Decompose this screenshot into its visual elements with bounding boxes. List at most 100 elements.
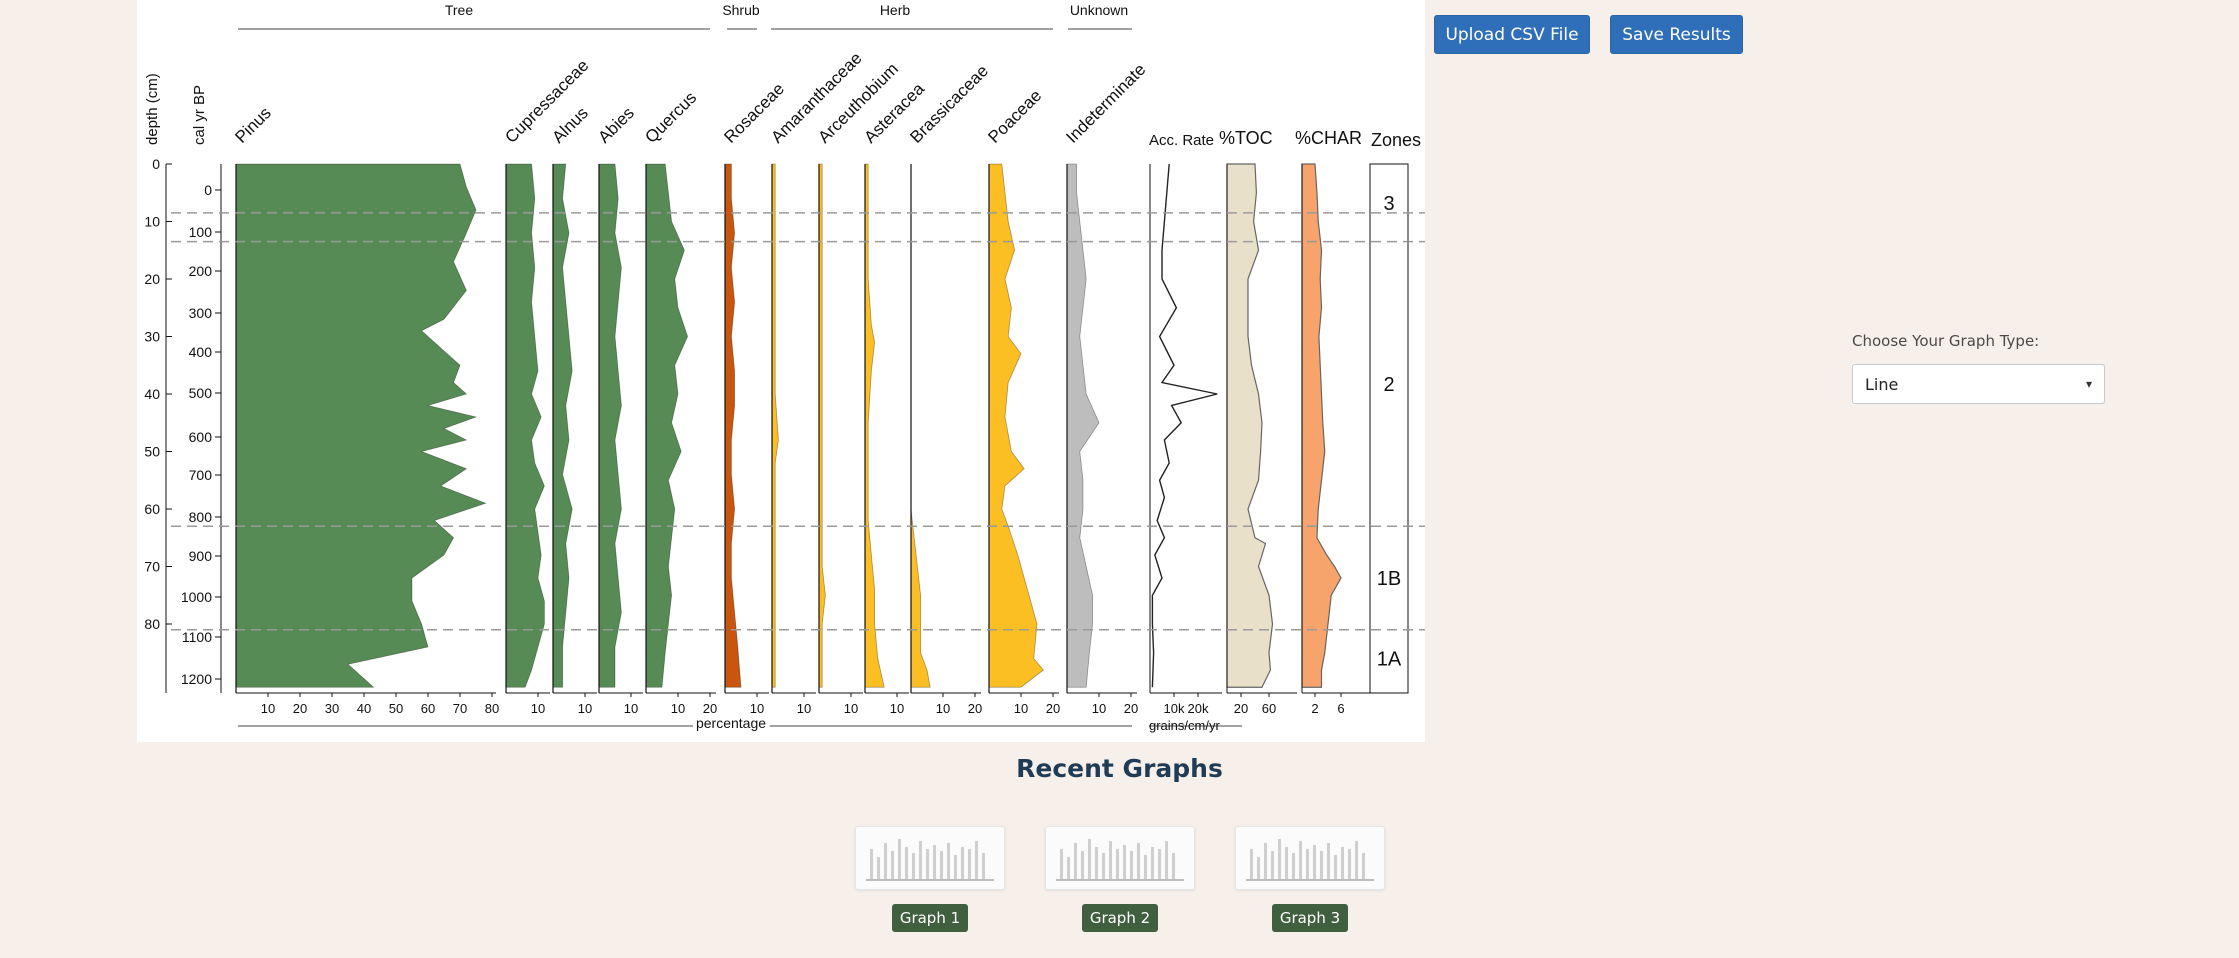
- depth-axis-tick-label: 70: [144, 559, 160, 575]
- thumbnail-bar: [1130, 851, 1133, 879]
- zones-column: [1369, 163, 1409, 694]
- thumbnail-bar: [1341, 847, 1344, 879]
- toc-label: %TOC: [1219, 128, 1273, 148]
- thumbnail-bar: [940, 851, 943, 879]
- recent-graph-card[interactable]: Graph 1: [855, 826, 1005, 932]
- graph-thumbnail[interactable]: [855, 826, 1005, 890]
- depth-axis-label: depth (cm): [144, 73, 161, 145]
- thumbnail-bar: [891, 851, 894, 879]
- thumbnail-chart-icon: [1246, 839, 1374, 881]
- depth-axis-tick-label: 40: [144, 386, 160, 402]
- char-area: [1301, 163, 1342, 688]
- thumbnail-bar: [1362, 853, 1365, 879]
- pollen-diagram-panel: Tree Shrub Herb Unknown depth (cm) 0 10 20 30 40 5…: [137, 0, 1425, 742]
- thumbnail-bar: [1306, 849, 1309, 879]
- thumbnail-bar: [884, 843, 887, 879]
- taxon-x-tick-label: 10: [1092, 701, 1106, 716]
- age-axis-tick-label: 400: [189, 344, 213, 360]
- thumbnail-bar: [1313, 845, 1316, 879]
- char-tick-label: 6: [1337, 701, 1344, 716]
- taxon-x-tick-label: 10: [844, 701, 858, 716]
- save-results-button[interactable]: Save Results: [1610, 15, 1743, 54]
- thumbnail-chart-icon: [1056, 839, 1184, 881]
- taxon-label-brassicaceae: Brassicaceae: [906, 61, 992, 147]
- thumbnail-bar: [1067, 857, 1070, 879]
- thumbnail-bar: [975, 841, 978, 879]
- taxon-area-indeterminate: [1066, 163, 1100, 688]
- percentage-axis-label: percentage: [696, 715, 766, 731]
- thumbnail-bar: [933, 845, 936, 879]
- zone-label-2: 2: [1383, 374, 1394, 396]
- thumbnail-bar: [877, 857, 880, 879]
- group-header-shrub: Shrub: [722, 2, 760, 18]
- thumbnail-bar: [1116, 849, 1119, 879]
- thumbnail-bar: [1088, 839, 1091, 879]
- taxon-x-tick-label: 10: [671, 701, 685, 716]
- taxon-area-pinus: [235, 163, 487, 688]
- upload-csv-button[interactable]: Upload CSV File: [1434, 15, 1590, 54]
- taxon-label-poaceae: Poaceae: [984, 86, 1045, 147]
- taxon-x-tick-label: 10: [578, 701, 592, 716]
- taxon-area-brassicaceae: [910, 164, 931, 688]
- age-axis-tick-label: 700: [189, 467, 213, 483]
- taxon-x-tick-label: 10: [936, 701, 950, 716]
- taxon-x-tick-label: 50: [389, 701, 403, 716]
- age-axis-tick-label: 1100: [182, 629, 212, 645]
- thumbnail-bar: [1158, 849, 1161, 879]
- thumbnail-bar: [954, 855, 957, 879]
- acc-rate-label: Acc. Rate: [1149, 132, 1214, 149]
- toc-area: [1226, 163, 1274, 688]
- age-axis-label: cal yr BP: [191, 85, 208, 145]
- graph-label[interactable]: Graph 2: [1082, 904, 1158, 932]
- graph-thumbnail[interactable]: [1045, 826, 1195, 890]
- taxon-x-tick-label: 70: [453, 701, 467, 716]
- acc-rate-tick-label: 10k: [1164, 701, 1185, 716]
- age-axis-tick-label: 1200: [181, 671, 212, 687]
- thumbnail-bar: [1102, 853, 1105, 879]
- thumbnail-bar: [870, 849, 873, 879]
- acc-rate-line: [1151, 163, 1218, 688]
- age-axis-tick-label: 300: [189, 305, 213, 321]
- age-axis-tick-label: 800: [189, 509, 213, 525]
- thumbnail-bar: [947, 843, 950, 879]
- age-axis-tick-label: 100: [189, 224, 213, 240]
- depth-axis-tick-label: 20: [144, 271, 160, 287]
- taxon-label-alnus: Alnus: [548, 103, 592, 147]
- group-header-unknown: Unknown: [1070, 2, 1128, 18]
- thumbnail-bar: [968, 849, 971, 879]
- age-axis-tick-label: 600: [189, 429, 213, 445]
- thumbnail-bar: [1095, 847, 1098, 879]
- thumbnail-bar: [1320, 851, 1323, 879]
- thumbnail-bar: [919, 841, 922, 879]
- taxon-label-abies: Abies: [594, 103, 638, 147]
- graph-thumbnail[interactable]: [1235, 826, 1385, 890]
- thumbnail-bar: [1074, 843, 1077, 879]
- thumbnail-bar: [1081, 851, 1084, 879]
- recent-graph-card[interactable]: Graph 2: [1045, 826, 1195, 932]
- recent-graph-card[interactable]: Graph 3: [1235, 826, 1385, 932]
- taxon-x-tick-label: 60: [421, 701, 435, 716]
- thumbnail-bar: [1264, 843, 1267, 879]
- taxon-x-tick-label: 80: [485, 701, 499, 716]
- taxon-x-tick-label: 20: [703, 701, 717, 716]
- graph-label[interactable]: Graph 1: [892, 904, 968, 932]
- toc-tick-label: 60: [1262, 701, 1276, 716]
- thumbnail-bar: [912, 853, 915, 879]
- taxon-area-cupressaceae: [505, 163, 545, 688]
- taxon-x-tick-label: 10: [797, 701, 811, 716]
- thumbnail-bar: [1278, 839, 1281, 879]
- graph-type-select[interactable]: Line ▾: [1852, 364, 2105, 404]
- graph-label[interactable]: Graph 3: [1272, 904, 1348, 932]
- thumbnail-bar: [1285, 847, 1288, 879]
- thumbnail-bar: [1060, 849, 1063, 879]
- taxon-x-tick-label: 10: [261, 701, 275, 716]
- taxon-x-tick-label: 10: [531, 701, 545, 716]
- thumbnail-bar: [898, 839, 901, 879]
- char-tick-label: 2: [1311, 701, 1318, 716]
- thumbnail-bar: [1250, 849, 1253, 879]
- thumbnail-bar: [1172, 853, 1175, 879]
- taxon-area-arceuthobium: [818, 163, 826, 688]
- taxon-x-tick-label: 40: [357, 701, 371, 716]
- grains-axis-label: grains/cm/yr: [1149, 718, 1220, 733]
- taxon-label-pinus: Pinus: [231, 103, 275, 147]
